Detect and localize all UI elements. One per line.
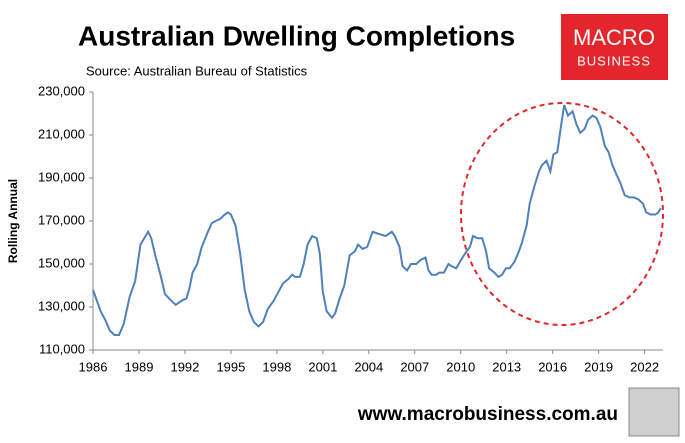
chart-title: Australian Dwelling Completions — [78, 20, 515, 51]
logo-text: MACRO — [573, 25, 655, 50]
logo: MACRO BUSINESS — [561, 14, 668, 80]
highlight-circle — [460, 102, 664, 326]
line-series — [92, 104, 662, 336]
chart-subtitle: Source: Australian Bureau of Statistics — [86, 63, 308, 78]
wolf-icon — [628, 387, 680, 437]
x-tick-label: 2019 — [584, 359, 613, 374]
logo-text: BUSINESS — [577, 53, 651, 68]
x-tick-label: 1992 — [170, 359, 199, 374]
website: www.macrobusiness.com.au — [357, 404, 618, 425]
x-tick-label: 1998 — [262, 359, 291, 374]
x-tick-label: 2016 — [538, 359, 567, 374]
y-tick-label: 210,000 — [38, 126, 85, 141]
y-axis-label: Rolling Annual — [6, 179, 20, 263]
y-tick-label: 190,000 — [38, 169, 85, 184]
x-tick-label: 1986 — [79, 359, 108, 374]
logo-box — [561, 14, 668, 80]
x-tick-label: 1989 — [125, 359, 154, 374]
y-tick-label: 170,000 — [38, 212, 85, 227]
y-tick-label: 230,000 — [38, 83, 85, 98]
x-tick-label: 2004 — [354, 359, 383, 374]
x-tick-label: 2022 — [630, 359, 659, 374]
x-tick-label: 2007 — [400, 359, 429, 374]
y-tick-label: 150,000 — [38, 255, 85, 270]
y-tick-label: 130,000 — [38, 298, 85, 313]
x-tick-label: 2001 — [308, 359, 337, 374]
x-tick-label: 2013 — [492, 359, 521, 374]
x-tick-label: 2010 — [446, 359, 475, 374]
y-tick-label: 110,000 — [39, 341, 85, 356]
x-tick-label: 1995 — [216, 359, 245, 374]
